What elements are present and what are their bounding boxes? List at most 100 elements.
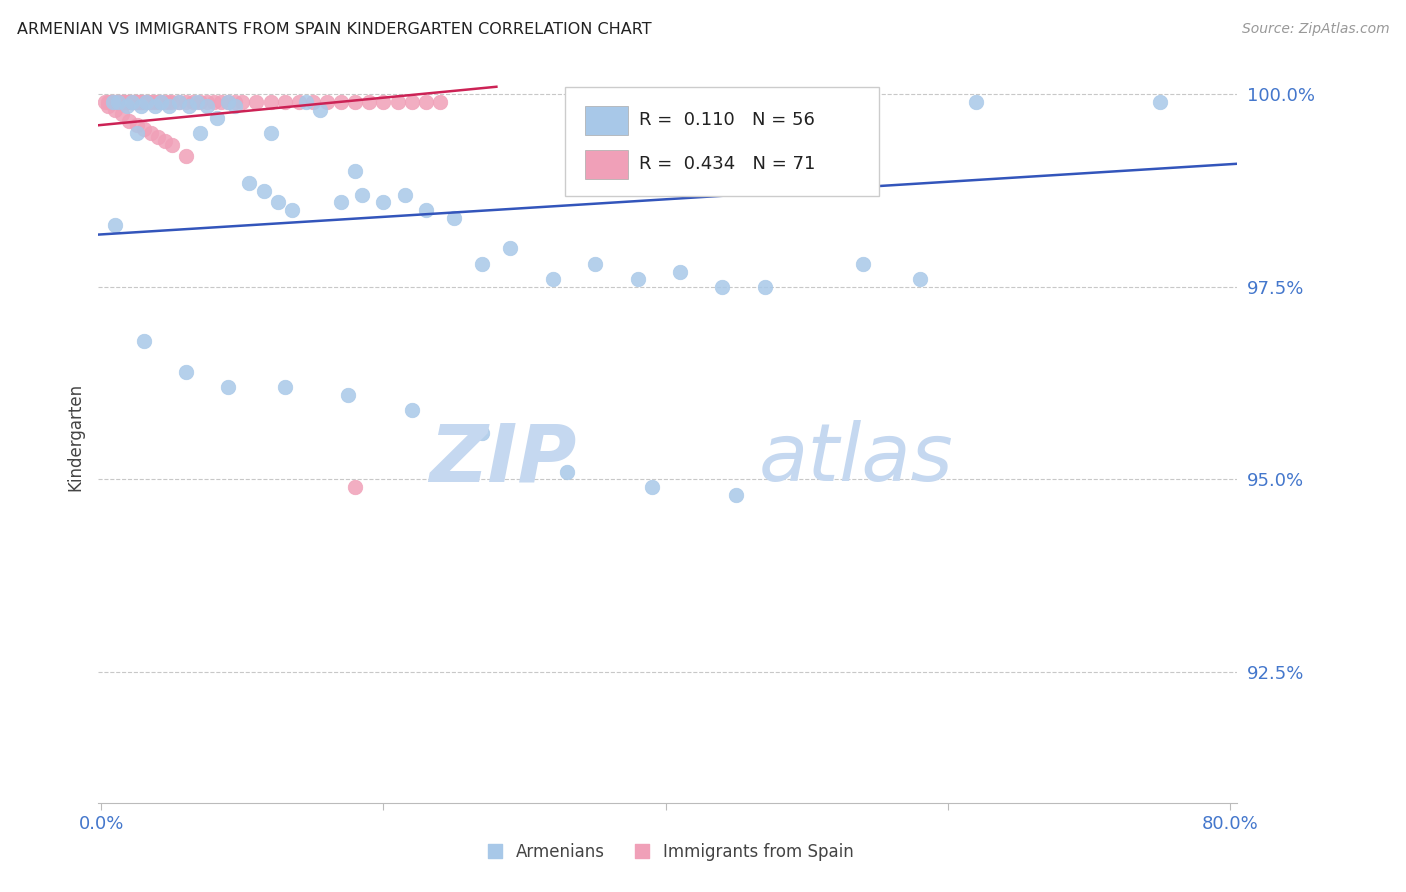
Point — [160, 137, 183, 152]
Point — [129, 95, 152, 110]
Point — [202, 95, 225, 110]
Point — [104, 219, 127, 233]
Point — [224, 95, 246, 110]
Point — [112, 95, 135, 110]
Point — [711, 280, 734, 294]
Point — [344, 164, 367, 178]
Point — [167, 95, 190, 110]
Point — [217, 380, 239, 394]
Point — [105, 95, 128, 110]
Point — [104, 103, 127, 117]
Point — [129, 99, 152, 113]
Point — [188, 126, 211, 140]
Point — [153, 134, 176, 148]
Point — [138, 95, 160, 110]
Point — [852, 257, 875, 271]
Point — [146, 129, 169, 144]
Point — [114, 95, 136, 110]
Point — [118, 114, 141, 128]
Point — [217, 95, 239, 110]
Point — [121, 95, 143, 110]
Point — [266, 195, 288, 210]
Point — [394, 187, 416, 202]
Point — [101, 95, 124, 110]
Point — [122, 95, 145, 110]
Point — [387, 95, 409, 110]
Point — [157, 95, 180, 110]
Point — [373, 95, 395, 110]
Text: R =  0.434   N = 71: R = 0.434 N = 71 — [640, 155, 815, 173]
Point — [330, 195, 353, 210]
Point — [132, 334, 155, 348]
Point — [97, 95, 120, 110]
Point — [471, 257, 494, 271]
Point — [415, 202, 437, 217]
Point — [188, 95, 211, 110]
Text: ARMENIAN VS IMMIGRANTS FROM SPAIN KINDERGARTEN CORRELATION CHART: ARMENIAN VS IMMIGRANTS FROM SPAIN KINDER… — [17, 22, 651, 37]
Point — [141, 95, 163, 110]
Point — [153, 95, 176, 110]
Point — [669, 264, 692, 278]
Point — [373, 195, 395, 210]
Point — [302, 95, 325, 110]
Point — [555, 465, 578, 479]
Point — [104, 95, 127, 110]
Point — [139, 126, 162, 140]
Point — [115, 95, 138, 110]
Point — [429, 95, 451, 110]
Point — [205, 111, 228, 125]
Point — [330, 95, 353, 110]
Point — [352, 187, 374, 202]
Point — [108, 95, 131, 110]
Point — [259, 126, 281, 140]
Text: R =  0.110   N = 56: R = 0.110 N = 56 — [640, 112, 815, 129]
Point — [174, 95, 197, 110]
Point — [94, 95, 117, 110]
Point — [149, 95, 172, 110]
Point — [281, 202, 304, 217]
Point — [98, 95, 121, 110]
Point — [128, 95, 150, 110]
Point — [125, 95, 148, 110]
Point — [157, 99, 180, 113]
Point — [143, 99, 166, 113]
Point — [754, 280, 776, 294]
Point — [124, 95, 146, 110]
Legend: Armenians, Immigrants from Spain: Armenians, Immigrants from Spain — [475, 836, 860, 868]
Point — [252, 184, 274, 198]
Text: atlas: atlas — [759, 420, 953, 498]
Point — [149, 95, 172, 110]
Point — [725, 488, 748, 502]
Point — [965, 95, 987, 110]
Point — [181, 95, 204, 110]
Point — [245, 95, 267, 110]
Point — [107, 95, 129, 110]
Point — [337, 388, 360, 402]
Point — [101, 95, 124, 110]
Point — [796, 95, 818, 110]
Point — [115, 99, 138, 113]
Point — [316, 95, 339, 110]
Point — [146, 95, 169, 110]
Point — [626, 272, 648, 286]
Point — [401, 403, 423, 417]
Point — [186, 95, 208, 110]
Point — [117, 95, 139, 110]
Point — [259, 95, 281, 110]
Point — [121, 95, 143, 110]
Text: Source: ZipAtlas.com: Source: ZipAtlas.com — [1241, 22, 1389, 37]
Point — [195, 95, 218, 110]
Bar — [585, 150, 628, 179]
Point — [143, 95, 166, 110]
Point — [132, 95, 155, 110]
Point — [1149, 95, 1171, 110]
Point — [415, 95, 437, 110]
Point — [295, 95, 318, 110]
Point — [640, 480, 662, 494]
Point — [127, 95, 149, 110]
Point — [107, 95, 129, 110]
Point — [359, 95, 381, 110]
Point — [110, 95, 132, 110]
Point — [131, 95, 153, 110]
Point — [125, 118, 148, 132]
